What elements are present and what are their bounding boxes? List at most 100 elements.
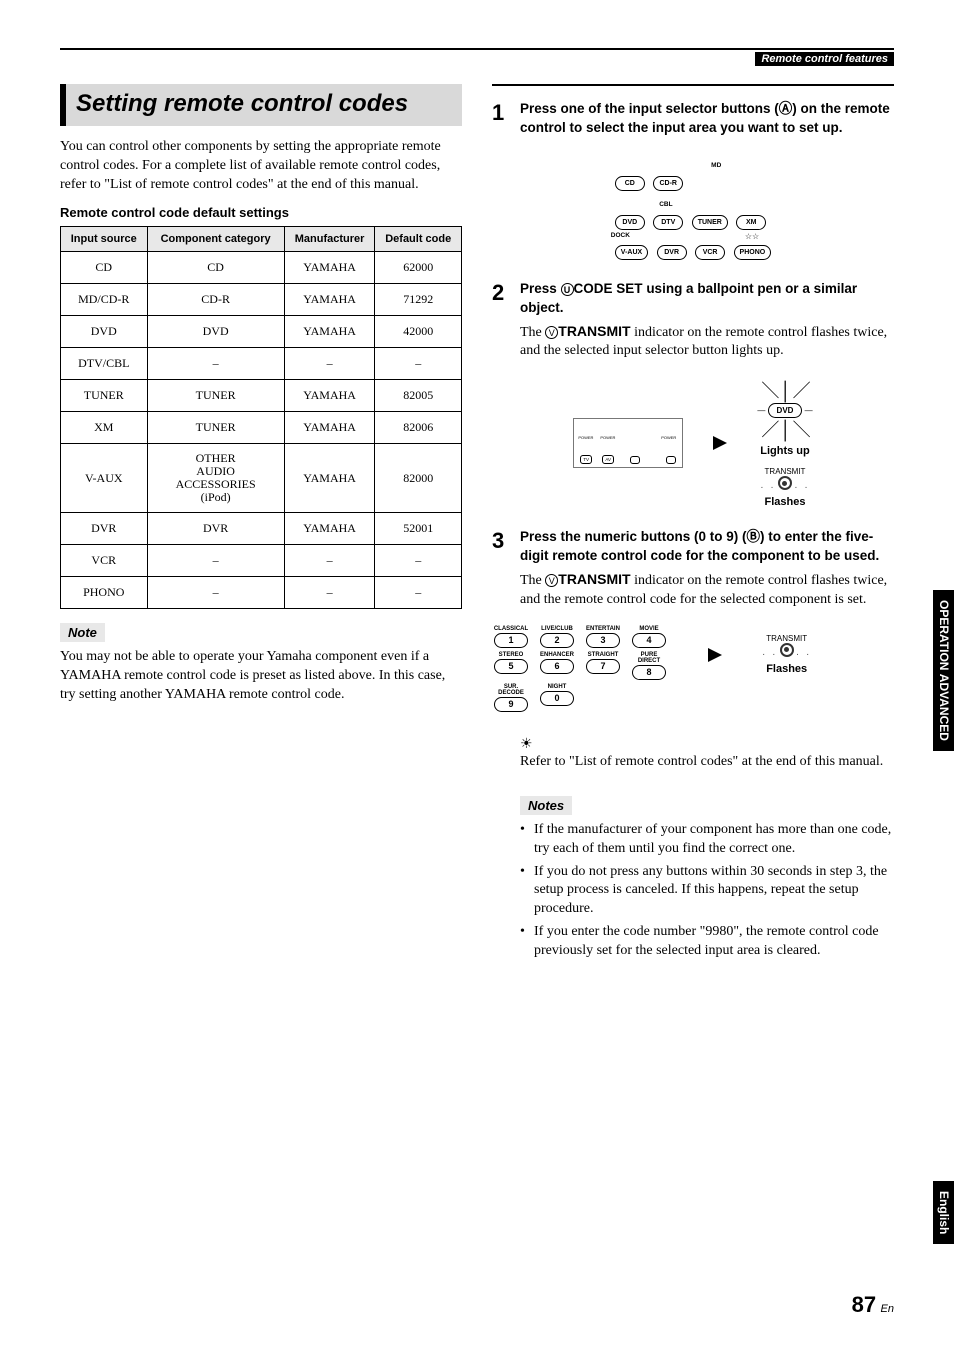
step-3-text: Press the numeric buttons (0 to 9) (Ⓑ) t… bbox=[520, 528, 894, 566]
numpad-cell: SUR. DECODE9 bbox=[492, 684, 530, 712]
table-cell: MD/CD-R bbox=[61, 283, 148, 315]
table-row: DVRDVRYAMAHA52001 bbox=[61, 513, 462, 545]
table-cell: XM bbox=[61, 411, 148, 443]
left-column: Setting remote control codes You can con… bbox=[60, 84, 462, 965]
table-cell: – bbox=[284, 347, 375, 379]
numpad-key: 0 bbox=[540, 691, 574, 706]
step-3: 3 Press the numeric buttons (0 to 9) (Ⓑ)… bbox=[492, 528, 894, 610]
note-label: Note bbox=[60, 623, 105, 642]
table-cell: 71292 bbox=[375, 283, 462, 315]
mini-label-2: POWER bbox=[600, 435, 615, 440]
tab-line-1: OPERATION bbox=[937, 600, 951, 670]
numpad-key: 6 bbox=[540, 659, 574, 674]
table-cell: DVR bbox=[61, 513, 148, 545]
numpad-label: CLASSICAL bbox=[492, 626, 530, 632]
running-header: Remote control features bbox=[755, 52, 894, 66]
step-2-diagram: TV AV POWER POWER POWER ＼ │ ／ — DVD — ／ … bbox=[492, 377, 894, 508]
step-2-para: The VTRANSMIT indicator on the remote co… bbox=[520, 322, 894, 362]
tab-english: English bbox=[933, 1181, 954, 1244]
table-cell: 42000 bbox=[375, 315, 462, 347]
step-2-text: Press UCODE SET using a ballpoint pen or… bbox=[520, 280, 894, 318]
letter-v-icon-2: V bbox=[545, 574, 558, 587]
note-item: If you do not press any buttons within 3… bbox=[520, 863, 894, 920]
table-cell: – bbox=[375, 347, 462, 379]
col-manufacturer: Manufacturer bbox=[284, 226, 375, 251]
btn-cd: CD bbox=[615, 176, 645, 191]
col-input-source: Input source bbox=[61, 226, 148, 251]
table-row: TUNERTUNERYAMAHA82005 bbox=[61, 379, 462, 411]
stars-icon: ☆☆ bbox=[745, 232, 759, 241]
mini-label-4: POWER bbox=[661, 435, 676, 440]
page-number: 87 En bbox=[852, 1292, 894, 1318]
table-cell: – bbox=[147, 347, 284, 379]
table-cell: DVR bbox=[147, 513, 284, 545]
section-title: Setting remote control codes bbox=[60, 84, 462, 126]
table-cell: – bbox=[375, 577, 462, 609]
table-cell: TUNER bbox=[61, 379, 148, 411]
label-dock: DOCK bbox=[611, 232, 630, 239]
table-row: DVDDVDYAMAHA42000 bbox=[61, 315, 462, 347]
mini-label-1: POWER bbox=[578, 435, 593, 440]
step-2-number: 2 bbox=[492, 280, 520, 362]
transmit-label: TRANSMIT bbox=[757, 467, 812, 476]
step-3-para: The VTRANSMIT indicator on the remote co… bbox=[520, 570, 894, 610]
dots-icon-4: · · bbox=[796, 649, 811, 660]
numpad: CLASSICAL1LIVE/CLUB2ENTERTAIN3MOVIE4 STE… bbox=[492, 626, 668, 716]
table-cell: TUNER bbox=[147, 379, 284, 411]
table-cell: 62000 bbox=[375, 251, 462, 283]
numpad-cell: STRAIGHT7 bbox=[584, 652, 622, 680]
numpad-key: 4 bbox=[632, 633, 666, 648]
letter-v-icon: V bbox=[545, 326, 558, 339]
code-set-label: CODE SET bbox=[574, 281, 643, 296]
table-row: MD/CD-RCD-RYAMAHA71292 bbox=[61, 283, 462, 315]
note-item: If the manufacturer of your component ha… bbox=[520, 821, 894, 859]
mini-blank bbox=[630, 456, 640, 464]
numpad-key: 3 bbox=[586, 633, 620, 648]
flashes-label-2: Flashes bbox=[762, 663, 811, 675]
transmit-label-2: TRANSMIT bbox=[762, 634, 811, 643]
dots-icon-2: · · bbox=[794, 482, 809, 493]
table-cell: YAMAHA bbox=[284, 283, 375, 315]
numpad-label: SUR. DECODE bbox=[492, 684, 530, 696]
table-cell: 52001 bbox=[375, 513, 462, 545]
arrow-right-icon bbox=[713, 436, 727, 450]
numpad-cell: PURE DIRECT8 bbox=[630, 652, 668, 680]
note-item: If you enter the code number "9980", the… bbox=[520, 923, 894, 961]
table-cell: YAMAHA bbox=[284, 443, 375, 513]
table-cell: V-AUX bbox=[61, 443, 148, 513]
codes-table: Input source Component category Manufact… bbox=[60, 226, 462, 610]
table-cell: CD-R bbox=[147, 283, 284, 315]
numpad-diagram: CLASSICAL1LIVE/CLUB2ENTERTAIN3MOVIE4 STE… bbox=[492, 626, 894, 716]
btn-phono: PHONO bbox=[734, 245, 772, 260]
table-heading: Remote control code default settings bbox=[60, 205, 462, 220]
btn-cdr: CD-R bbox=[653, 176, 683, 191]
dots-icon-3: · · bbox=[762, 649, 777, 660]
table-cell: YAMAHA bbox=[284, 379, 375, 411]
step-3-number: 3 bbox=[492, 528, 520, 610]
table-cell: YAMAHA bbox=[284, 315, 375, 347]
table-cell: – bbox=[375, 545, 462, 577]
table-cell: CD bbox=[61, 251, 148, 283]
tab-advanced-operation: OPERATION ADVANCED bbox=[933, 590, 954, 751]
mini-power bbox=[666, 456, 676, 464]
numpad-label: MOVIE bbox=[630, 626, 668, 632]
table-row: VCR––– bbox=[61, 545, 462, 577]
numpad-key: 7 bbox=[586, 659, 620, 674]
col-component-category: Component category bbox=[147, 226, 284, 251]
numpad-label: STRAIGHT bbox=[584, 652, 622, 658]
table-cell: TUNER bbox=[147, 411, 284, 443]
table-cell: – bbox=[147, 545, 284, 577]
tip-text: Refer to "List of remote control codes" … bbox=[520, 753, 894, 772]
table-cell: DVD bbox=[61, 315, 148, 347]
step-2-pre: Press bbox=[520, 281, 561, 296]
tip-icon: ☀ bbox=[520, 736, 894, 753]
btn-vaux: V-AUX bbox=[615, 245, 648, 260]
numpad-cell: NIGHT0 bbox=[538, 684, 576, 712]
btn-dvd: DVD bbox=[615, 215, 645, 230]
table-row: DTV/CBL––– bbox=[61, 347, 462, 379]
numpad-label: LIVE/CLUB bbox=[538, 626, 576, 632]
table-cell: VCR bbox=[61, 545, 148, 577]
transmit-circle-icon-2 bbox=[780, 643, 794, 657]
intro-text: You can control other components by sett… bbox=[60, 138, 462, 195]
numpad-label: ENTERTAIN bbox=[584, 626, 622, 632]
